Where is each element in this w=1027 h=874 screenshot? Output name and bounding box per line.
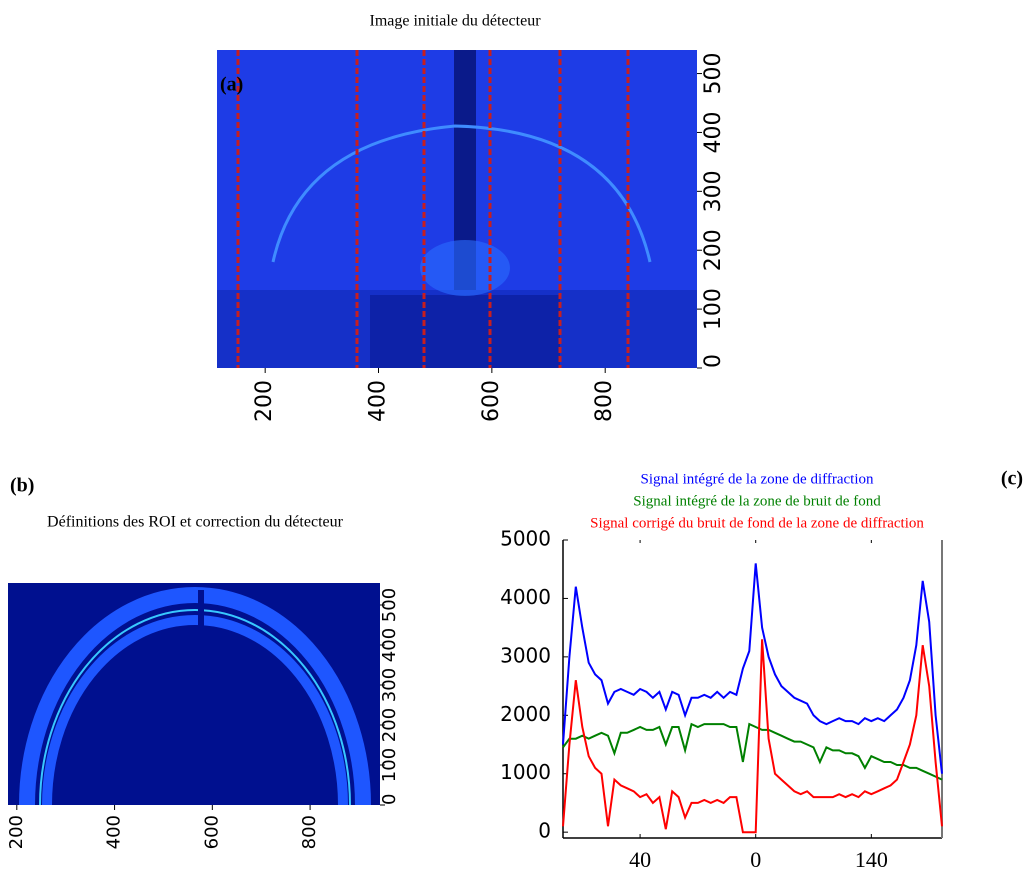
y-tick-label: 100 (701, 288, 726, 330)
y-tick-label: 400 (701, 111, 726, 153)
y-tick-label: 100 (379, 748, 400, 782)
x-tick-label: 400 (104, 815, 125, 849)
y-tick-label: 300 (379, 668, 400, 702)
x-tick-label: 200 (252, 380, 277, 422)
series-line (562, 639, 943, 834)
y-tick-label: 2000 (500, 702, 551, 726)
panel-label: (b) (10, 475, 34, 497)
y-tick-label: 400 (379, 628, 400, 662)
y-tick-label: 4000 (500, 585, 551, 609)
y-tick-label: 0 (538, 819, 551, 843)
y-tick-label: 500 (701, 53, 726, 95)
x-tick-label: 0 (750, 847, 761, 872)
y-tick-label: 0 (701, 354, 726, 368)
x-tick-label: 600 (479, 380, 504, 422)
y-tick-label: 1000 (500, 760, 551, 784)
y-tick-label: 500 (379, 588, 400, 622)
y-tick-label: 200 (701, 229, 726, 271)
panel-label: (a) (220, 74, 243, 96)
x-tick-label: 40 (629, 847, 651, 872)
series-title: Signal intégré de la zone de diffraction (641, 471, 874, 487)
series-title: Signal corrigé du bruit de fond de la zo… (590, 515, 924, 531)
x-tick-label: 800 (299, 815, 320, 849)
x-tick-label: 200 (6, 815, 27, 849)
panel-label: (c) (1001, 468, 1023, 490)
x-tick-label: 140 (855, 847, 888, 872)
detector-image-b (8, 583, 380, 806)
y-tick-label: 200 (379, 708, 400, 742)
x-tick-label: 600 (201, 815, 222, 849)
x-tick-label: 400 (366, 380, 391, 422)
chart-title: Image initiale du détecteur (369, 13, 541, 30)
series-line (562, 563, 943, 774)
series-title: Signal intégré de la zone de bruit de fo… (633, 493, 881, 509)
y-tick-label: 300 (701, 170, 726, 212)
detector-image-a (217, 50, 697, 368)
y-tick-label: 3000 (500, 643, 551, 667)
y-tick-label: 5000 (500, 527, 551, 551)
y-tick-label: 0 (379, 794, 400, 805)
chart-title: Définitions des ROI et correction du dét… (47, 514, 344, 531)
x-tick-label: 800 (592, 380, 617, 422)
series-line (562, 722, 943, 781)
